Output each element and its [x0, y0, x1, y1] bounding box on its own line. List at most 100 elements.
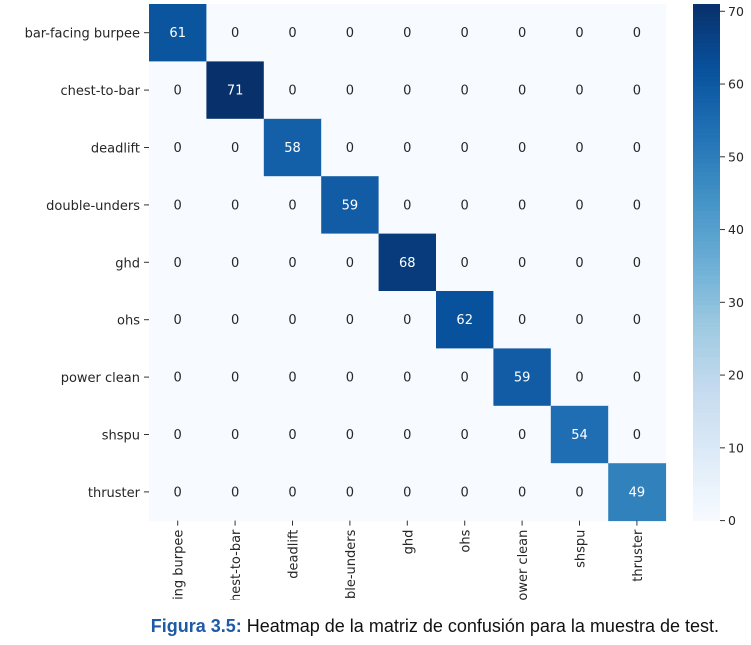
cell-value-label: 0 [461, 198, 469, 213]
colorbar-segment [693, 494, 720, 500]
colorbar-segment [693, 395, 720, 401]
row-labels: bar-facing burpee chest-to-bar deadlift dou… [25, 27, 149, 501]
cell-value-label: 0 [231, 141, 239, 156]
colorbar-segment [693, 107, 720, 113]
y-tick-label: deadlift [91, 142, 140, 157]
colorbar-segment [693, 266, 720, 272]
colorbar-segment [693, 318, 720, 324]
heatmap-cell [378, 463, 437, 522]
heatmap-cell [378, 348, 437, 407]
heatmap-cell [436, 291, 494, 349]
colorbar-segment [693, 378, 720, 384]
colorbar-segment [693, 128, 720, 134]
heatmap-cell [378, 291, 437, 349]
cell-value-label: 59 [342, 198, 359, 213]
y-tick-label: chest-to-bar [61, 84, 141, 99]
heatmap-cell [436, 4, 494, 62]
cell-value-label: 0 [518, 84, 526, 99]
heatmap-cell [493, 291, 552, 349]
colorbar-segment [693, 214, 720, 220]
heatmap-cell [608, 348, 667, 407]
colorbar-segment [693, 163, 720, 169]
cell-value-label: 0 [575, 198, 583, 213]
cell-value-label: 58 [284, 141, 301, 156]
cell-value-label: 0 [633, 313, 641, 328]
cell-value-label: 0 [346, 26, 354, 41]
x-tick-label: power clean [516, 530, 531, 600]
heatmap-cell [493, 405, 552, 464]
colorbar-segment [693, 481, 720, 487]
cell-value-label: 0 [346, 485, 354, 500]
colorbar-segment [693, 64, 720, 70]
heatmap-cell [149, 61, 207, 120]
cell-value-label: 59 [514, 371, 531, 386]
colorbar-segment [693, 443, 720, 449]
cell-value-label: 0 [461, 141, 469, 156]
colorbar-segment [693, 176, 720, 182]
heatmap-cell [321, 118, 380, 177]
heatmap-cell [149, 4, 207, 62]
colorbar-segment [693, 85, 720, 91]
heatmap-cell [321, 348, 380, 407]
heatmap-cell [608, 118, 667, 177]
cell-value-label: 0 [461, 485, 469, 500]
cell-value-label: 0 [575, 26, 583, 41]
cell-value-label: 0 [174, 371, 182, 386]
cell-value-label: 0 [174, 84, 182, 99]
colorbar-segment [693, 47, 720, 52]
colorbar-segment [693, 197, 720, 203]
colorbar-segment [693, 206, 720, 212]
colorbar-segment [693, 296, 720, 302]
colorbar-tick-label: 10 [728, 440, 744, 455]
colorbar-tick-label: 30 [728, 295, 744, 310]
cell-value-label: 0 [633, 84, 641, 99]
colorbar-segment [693, 490, 720, 496]
y-tick-label: ghd [115, 256, 140, 271]
heatmap-cell [436, 176, 494, 235]
colorbar-segment [693, 339, 720, 345]
heatmap-cell [263, 233, 322, 292]
colorbar-segment [693, 369, 720, 375]
colorbar-segment [693, 507, 720, 513]
colorbar-segment [693, 412, 720, 418]
colorbar-segment [693, 94, 720, 100]
colorbar-segment [693, 352, 720, 358]
cell-value-label: 0 [231, 371, 239, 386]
colorbar-segment [693, 430, 720, 436]
heatmap-cells: 61 0 0 0 0 0 0 0 0 0 71 0 0 0 0 0 0 0 0 0 58 0 0 0 0 0 0 0 0 0 59 0 0 0 0 0… [149, 4, 667, 522]
cell-value-label: 0 [231, 485, 239, 500]
colorbar-tick-label: 0 [728, 513, 736, 528]
heatmap-cell [436, 405, 494, 464]
cell-value-label: 0 [346, 313, 354, 328]
colorbar-segment [693, 417, 720, 423]
colorbar-segment [693, 81, 720, 87]
colorbar-tick-label: 40 [728, 222, 744, 237]
heatmap-cell [263, 61, 322, 120]
cell-value-label: 0 [518, 428, 526, 443]
y-tick-label: bar-facing burpee [25, 27, 140, 42]
cell-value-label: 0 [633, 371, 641, 386]
colorbar-segment [693, 120, 720, 126]
caption-label: Figura 3.5: [150, 616, 242, 636]
cell-value-label: 0 [461, 428, 469, 443]
colorbar-segment [693, 124, 720, 130]
colorbar-segment [693, 283, 720, 289]
cell-value-label: 54 [571, 428, 588, 443]
cell-value-label: 0 [231, 428, 239, 443]
heatmap-cell [321, 291, 380, 349]
heatmap-cell [608, 233, 667, 292]
x-tick-label: chest-to-bar [229, 529, 244, 600]
heatmap-cell [550, 118, 609, 177]
colorbar-segment [693, 275, 720, 281]
cell-value-label: 0 [288, 256, 296, 271]
cell-value-label: 0 [346, 141, 354, 156]
colorbar-segment [693, 90, 720, 96]
heatmap-cell [436, 348, 494, 407]
colorbar-segment [693, 438, 720, 444]
colorbar-segment [693, 146, 720, 151]
x-tick-label: deadlift [287, 530, 302, 579]
colorbar-segment [693, 365, 720, 371]
colorbar-segment [693, 171, 720, 177]
colorbar-segment [693, 309, 720, 315]
colorbar-segment [693, 391, 720, 397]
